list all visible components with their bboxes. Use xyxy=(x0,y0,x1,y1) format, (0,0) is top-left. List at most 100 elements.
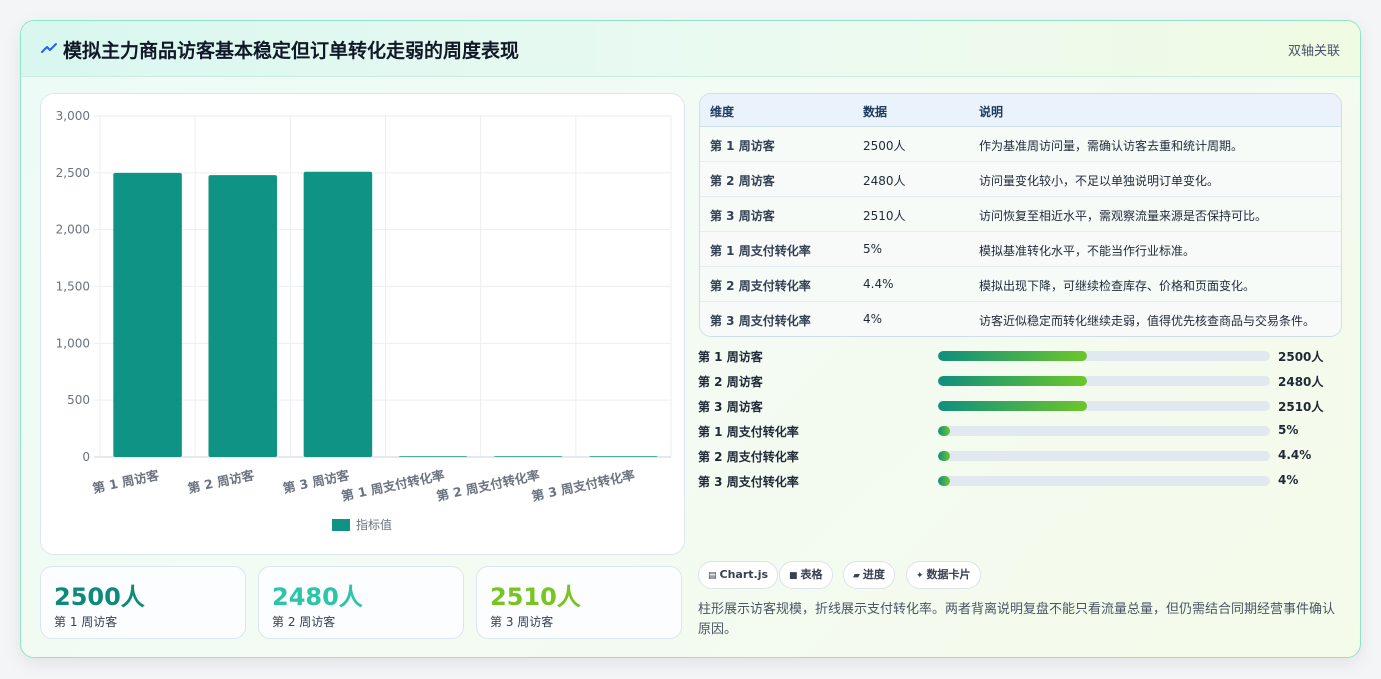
progress-track xyxy=(938,426,1270,436)
cell-data: 5% xyxy=(863,242,883,256)
cell-dimension: 第 3 周访客 xyxy=(710,209,775,223)
chip-label: 进度 xyxy=(862,568,885,581)
progress-icon: ▰ xyxy=(853,571,860,581)
table-row: 第 1 周访客 2500人 作为基准周访问量，需确认访客去重和统计周期。 xyxy=(700,127,1341,162)
progress-label: 第 1 周支付转化率 xyxy=(698,425,799,439)
chip-table[interactable]: ■ 表格 xyxy=(779,561,833,589)
y-tick-label: 2,000 xyxy=(56,223,90,237)
header-tag: 双轴关联 xyxy=(1287,44,1340,59)
progress-row: 第 2 周支付转化率 4.4% xyxy=(698,447,1342,465)
bar-chart-panel: 0 500 1,000 1,500 2,000 2,500 3,000 第 1 周访客第 2 … xyxy=(40,93,685,555)
x-tick-label: 第 1 周访客 xyxy=(91,467,161,496)
card-header: 模拟主力商品访客基本稳定但订单转化走弱的周度表现 双轴关联 xyxy=(21,21,1360,77)
stat-card-week2: 2480人 第 2 周访客 xyxy=(258,566,464,639)
stat-value: 2480人 xyxy=(272,583,363,611)
stat-value: 2510人 xyxy=(490,583,581,611)
progress-fill xyxy=(938,351,1088,361)
bar xyxy=(113,172,182,457)
bar xyxy=(208,175,278,457)
cell-dimension: 第 1 周支付转化率 xyxy=(710,244,811,258)
chart-icon: ▤ xyxy=(708,571,717,581)
cell-description: 模拟出现下降，可继续检查库存、价格和页面变化。 xyxy=(979,279,1256,293)
stat-label: 第 2 周访客 xyxy=(272,615,336,629)
cell-data: 4% xyxy=(863,312,883,326)
header-data: 数据 xyxy=(863,105,888,119)
progress-value: 2500人 xyxy=(1278,350,1324,364)
sparkle-icon: ✦ xyxy=(916,571,924,581)
progress-value: 4% xyxy=(1278,473,1299,487)
progress-fill xyxy=(938,401,1088,411)
progress-track xyxy=(938,351,1270,361)
progress-fill xyxy=(938,376,1088,386)
chip-chartjs[interactable]: ▤ Chart.js xyxy=(698,561,779,589)
header-description: 说明 xyxy=(979,105,1004,119)
x-tick-label: 第 1 周支付转化率 xyxy=(340,467,446,504)
progress-value: 4.4% xyxy=(1278,448,1312,462)
cell-description: 作为基准周访问量，需确认访客去重和统计周期。 xyxy=(979,139,1244,153)
progress-value: 5% xyxy=(1278,423,1299,437)
stat-card-week1: 2500人 第 1 周访客 xyxy=(40,566,246,639)
trend-icon xyxy=(41,43,57,53)
cell-data: 2510人 xyxy=(863,209,906,223)
progress-label: 第 3 周访客 xyxy=(698,400,763,414)
chip-label: 表格 xyxy=(800,568,823,581)
chip-progress[interactable]: ▰ 进度 xyxy=(843,561,895,589)
chip-label: 数据卡片 xyxy=(926,568,971,581)
x-tick-label: 第 3 周支付转化率 xyxy=(530,467,636,504)
bar-chart: 05001,0001,5002,0002,5003,000第 1 周访客第 2 … xyxy=(56,109,672,532)
cell-data: 4.4% xyxy=(863,277,894,291)
stat-label: 第 1 周访客 xyxy=(54,615,118,629)
progress-track xyxy=(938,401,1270,411)
y-tick-label: 2,500 xyxy=(56,166,90,180)
table-row: 第 2 周访客 2480人 访问量变化较小，不足以单独说明订单变化。 xyxy=(700,162,1341,197)
cell-description: 访问恢复至相近水平，需观察流量来源是否保持可比。 xyxy=(979,209,1268,223)
cell-description: 模拟基准转化水平，不能当作行业标准。 xyxy=(979,244,1196,258)
progress-row: 第 1 周访客 2500人 xyxy=(698,347,1342,365)
cell-data: 2500人 xyxy=(863,139,906,153)
progress-label: 第 2 周支付转化率 xyxy=(698,450,799,464)
legend-swatch xyxy=(332,519,350,531)
progress-track xyxy=(938,376,1270,386)
table-row: 第 3 周访客 2510人 访问恢复至相近水平，需观察流量来源是否保持可比。 xyxy=(700,197,1341,232)
cell-dimension: 第 2 周支付转化率 xyxy=(710,279,811,293)
table-header: 维度 数据 说明 xyxy=(700,94,1341,127)
summary-note: 柱形展示访客规模，折线展示支付转化率。两者背离说明复盘不能只看流量总量，但仍需结… xyxy=(698,602,1336,637)
progress-fill xyxy=(938,451,950,461)
table-row: 第 3 周支付转化率 4% 访客近似稳定而转化继续走弱，值得优先核查商品与交易条… xyxy=(700,302,1341,336)
data-table: 维度 数据 说明 第 1 周访客 2500人 作为基准周访问量，需确认访客去重和… xyxy=(699,93,1342,337)
cell-dimension: 第 1 周访客 xyxy=(710,139,775,153)
progress-track xyxy=(938,476,1270,486)
progress-value: 2510人 xyxy=(1278,400,1324,414)
chip-data-cards[interactable]: ✦ 数据卡片 xyxy=(906,561,981,589)
x-tick-label: 第 2 周访客 xyxy=(186,467,256,496)
stat-label: 第 3 周访客 xyxy=(490,615,554,629)
cell-description: 访客近似稳定而转化继续走弱，值得优先核查商品与交易条件。 xyxy=(979,314,1316,328)
bar xyxy=(589,456,658,457)
y-tick-label: 0 xyxy=(82,450,90,464)
cell-description: 访问量变化较小，不足以单独说明订单变化。 xyxy=(979,174,1220,188)
progress-track xyxy=(938,451,1270,461)
progress-fill xyxy=(938,476,950,486)
progress-fill xyxy=(938,426,950,436)
cell-dimension: 第 3 周支付转化率 xyxy=(710,314,811,328)
bar xyxy=(303,171,373,457)
progress-row: 第 2 周访客 2480人 xyxy=(698,372,1342,390)
page-title: 模拟主力商品访客基本稳定但订单转化走弱的周度表现 xyxy=(63,40,520,62)
cell-data: 2480人 xyxy=(863,174,906,188)
progress-label: 第 1 周访客 xyxy=(698,350,763,364)
progress-row: 第 3 周支付转化率 4% xyxy=(698,472,1342,490)
bar xyxy=(398,456,468,457)
y-tick-label: 1,500 xyxy=(56,280,90,294)
table-row: 第 1 周支付转化率 5% 模拟基准转化水平，不能当作行业标准。 xyxy=(700,232,1341,267)
dashboard-card: 模拟主力商品访客基本稳定但订单转化走弱的周度表现 双轴关联 0 500 1,000 1… xyxy=(20,20,1361,658)
chip-label: Chart.js xyxy=(719,568,769,581)
progress-row: 第 3 周访客 2510人 xyxy=(698,397,1342,415)
progress-label: 第 3 周支付转化率 xyxy=(698,475,799,489)
progress-value: 2480人 xyxy=(1278,375,1324,389)
legend-label: 指标值 xyxy=(356,517,392,532)
stat-value: 2500人 xyxy=(54,583,145,611)
y-tick-label: 1,000 xyxy=(56,336,90,350)
cell-dimension: 第 2 周访客 xyxy=(710,174,775,188)
bar xyxy=(493,456,563,457)
y-tick-label: 500 xyxy=(67,393,90,407)
